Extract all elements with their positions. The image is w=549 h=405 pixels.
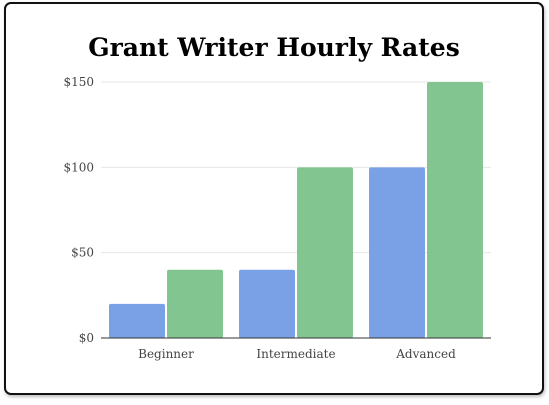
gridlines <box>101 81 491 254</box>
bars <box>109 82 483 338</box>
y-tick-label: $150 <box>63 75 94 89</box>
bar-beginner-series-2 <box>167 269 223 338</box>
y-tick-label: $50 <box>71 246 94 260</box>
bar-advanced-series-1 <box>369 167 425 338</box>
y-tick-label: $100 <box>63 160 94 174</box>
bar-intermediate-series-1 <box>239 269 295 338</box>
y-tick-label: $0 <box>79 331 94 345</box>
chart-title: Grant Writer Hourly Rates <box>88 33 460 62</box>
axes: $0 $50 $100 $150 Beginner Intermediate Advance… <box>63 75 491 361</box>
bar-advanced-series-2 <box>427 82 483 338</box>
x-tick-label: Beginner <box>138 347 194 361</box>
bar-beginner-series-1 <box>109 303 165 338</box>
x-tick-label: Advanced <box>395 347 456 361</box>
bar-intermediate-series-2 <box>297 167 353 338</box>
x-tick-label: Intermediate <box>256 347 335 361</box>
